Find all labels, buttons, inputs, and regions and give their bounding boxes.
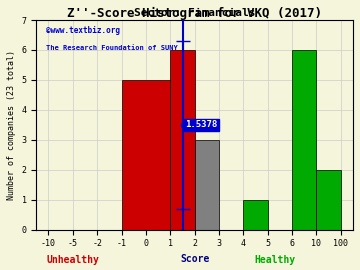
Text: Unhealthy: Unhealthy [47,255,100,265]
Bar [316,170,341,230]
Text: The Research Foundation of SUNY: The Research Foundation of SUNY [46,45,177,51]
Bar [122,80,170,230]
Text: 1.5378: 1.5378 [185,120,217,129]
Text: ©www.textbiz.org: ©www.textbiz.org [46,26,120,35]
Bar [292,50,316,230]
X-axis label: Score: Score [180,254,209,264]
Bar [243,200,268,230]
Bar [170,50,195,230]
Title: Z''-Score Histogram for VKQ (2017): Z''-Score Histogram for VKQ (2017) [67,7,322,20]
Bar [195,140,219,230]
Y-axis label: Number of companies (23 total): Number of companies (23 total) [7,50,16,200]
Text: Healthy: Healthy [254,255,295,265]
Text: Sector: Financials: Sector: Financials [134,8,255,18]
